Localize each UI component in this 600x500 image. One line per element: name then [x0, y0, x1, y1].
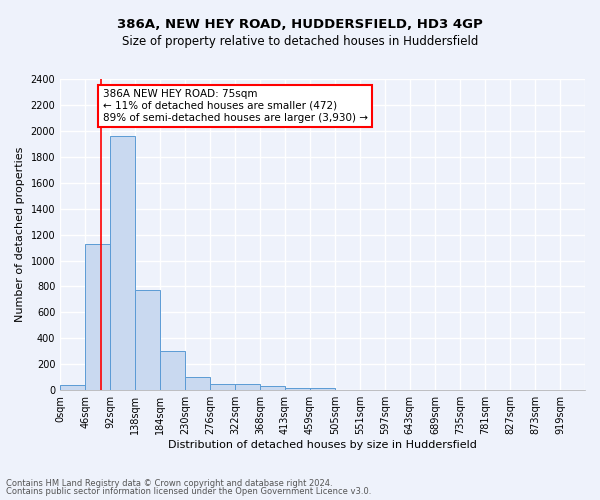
Text: Size of property relative to detached houses in Huddersfield: Size of property relative to detached ho… [122, 35, 478, 48]
Bar [185, 377, 210, 390]
Text: 386A NEW HEY ROAD: 75sqm
← 11% of detached houses are smaller (472)
89% of semi-: 386A NEW HEY ROAD: 75sqm ← 11% of detach… [103, 90, 368, 122]
Bar [85, 244, 110, 390]
Text: Contains HM Land Registry data © Crown copyright and database right 2024.: Contains HM Land Registry data © Crown c… [6, 478, 332, 488]
Bar [310, 388, 335, 390]
X-axis label: Distribution of detached houses by size in Huddersfield: Distribution of detached houses by size … [168, 440, 477, 450]
Y-axis label: Number of detached properties: Number of detached properties [15, 147, 25, 322]
Bar [260, 386, 285, 390]
Bar [110, 136, 135, 390]
Bar [211, 384, 235, 390]
Text: Contains public sector information licensed under the Open Government Licence v3: Contains public sector information licen… [6, 487, 371, 496]
Bar [285, 388, 310, 390]
Bar [136, 290, 160, 390]
Text: 386A, NEW HEY ROAD, HUDDERSFIELD, HD3 4GP: 386A, NEW HEY ROAD, HUDDERSFIELD, HD3 4G… [117, 18, 483, 30]
Bar [160, 352, 185, 390]
Bar [61, 385, 85, 390]
Bar [235, 384, 260, 390]
